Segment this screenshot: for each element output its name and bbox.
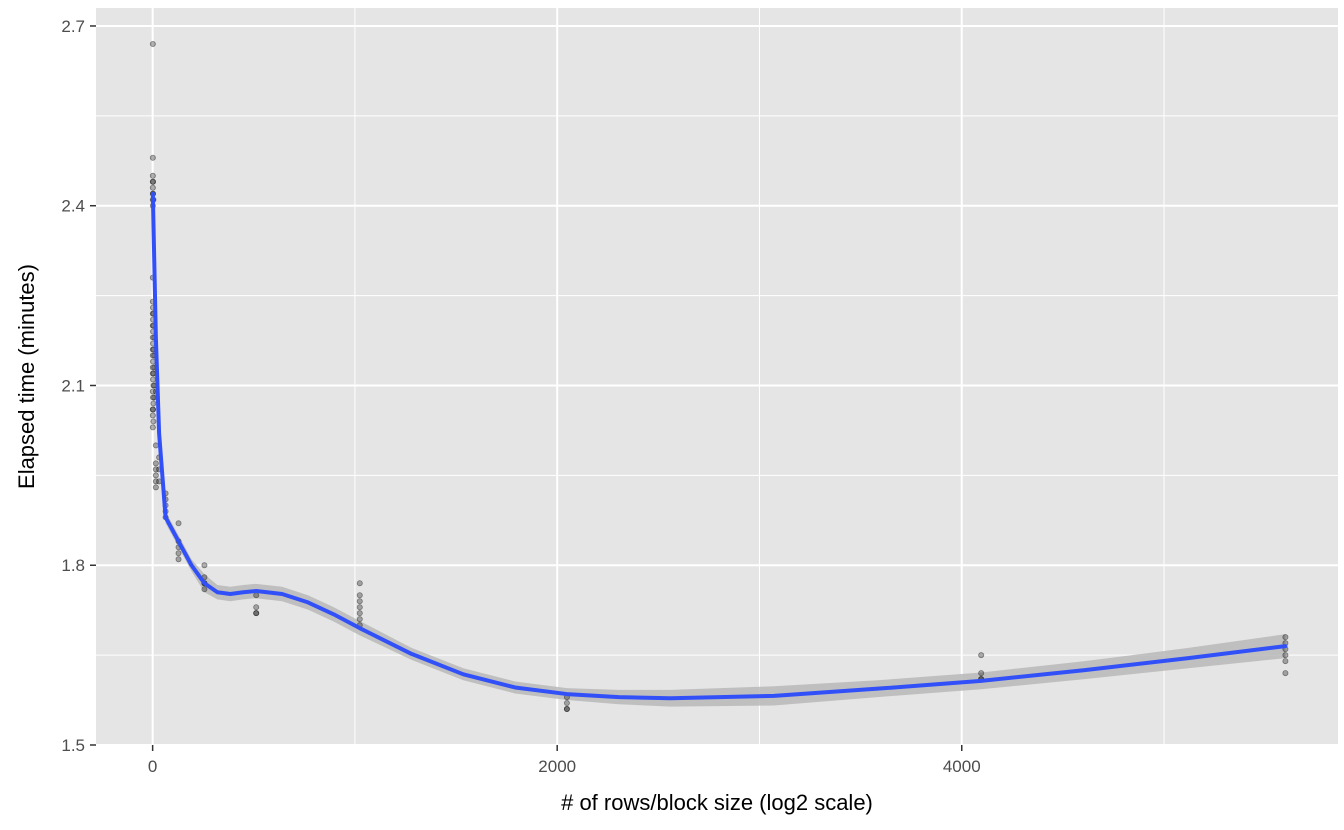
x-axis-title: # of rows/block size (log2 scale) [561, 790, 873, 815]
data-point [356, 580, 363, 587]
data-point [356, 616, 363, 623]
data-point [149, 154, 156, 161]
data-point [175, 556, 182, 563]
data-point [152, 484, 159, 491]
data-point [150, 376, 157, 383]
data-point [978, 652, 985, 659]
confidence-band [152, 181, 1286, 707]
data-point [150, 394, 157, 401]
data-point [149, 412, 156, 419]
data-point [1282, 658, 1289, 665]
y-tick-label: 2.1 [61, 376, 85, 395]
data-point [356, 610, 363, 617]
y-tick-label: 2.4 [61, 197, 85, 216]
x-tick-label: 2000 [538, 757, 576, 776]
minor-gridlines [96, 8, 1338, 745]
data-point [175, 550, 182, 557]
data-point [563, 706, 570, 713]
data-point [253, 610, 260, 617]
data-point [150, 406, 157, 413]
major-gridlines [96, 8, 1338, 746]
data-point [149, 424, 156, 431]
data-point [175, 520, 182, 527]
data-point [149, 388, 156, 395]
data-point [152, 472, 159, 479]
data-point [150, 400, 157, 407]
data-point [152, 442, 159, 449]
data-point [152, 478, 159, 485]
x-axis: 0 2000 4000 [148, 745, 981, 776]
x-tick-label: 4000 [943, 757, 981, 776]
data-point [149, 178, 156, 185]
data-point [150, 178, 157, 185]
y-axis-title: Elapsed time (minutes) [14, 264, 39, 489]
y-tick-label: 2.7 [61, 17, 85, 36]
data-point [149, 406, 156, 413]
data-point [149, 172, 156, 179]
data-point [149, 40, 156, 47]
data-point [152, 466, 159, 473]
data-point [978, 670, 985, 677]
data-point [152, 460, 159, 467]
x-tick-label: 0 [148, 757, 157, 776]
data-point [201, 586, 208, 593]
smooth-line [150, 191, 1288, 701]
data-point [356, 598, 363, 605]
data-point [253, 610, 260, 617]
data-point [1282, 652, 1289, 659]
data-point [201, 562, 208, 569]
data-point [253, 604, 260, 611]
y-axis: 1.5 1.8 2.1 2.4 2.7 [61, 17, 96, 755]
data-point [356, 604, 363, 611]
data-point [149, 184, 156, 191]
y-tick-label: 1.5 [61, 736, 85, 755]
data-point [356, 592, 363, 599]
data-point [253, 592, 260, 599]
data-point [150, 418, 157, 425]
data-point [1282, 634, 1289, 641]
data-point [1282, 670, 1289, 677]
data-point [563, 700, 570, 707]
plot-panel [96, 8, 1338, 745]
data-point [563, 706, 570, 713]
y-tick-label: 1.8 [61, 556, 85, 575]
